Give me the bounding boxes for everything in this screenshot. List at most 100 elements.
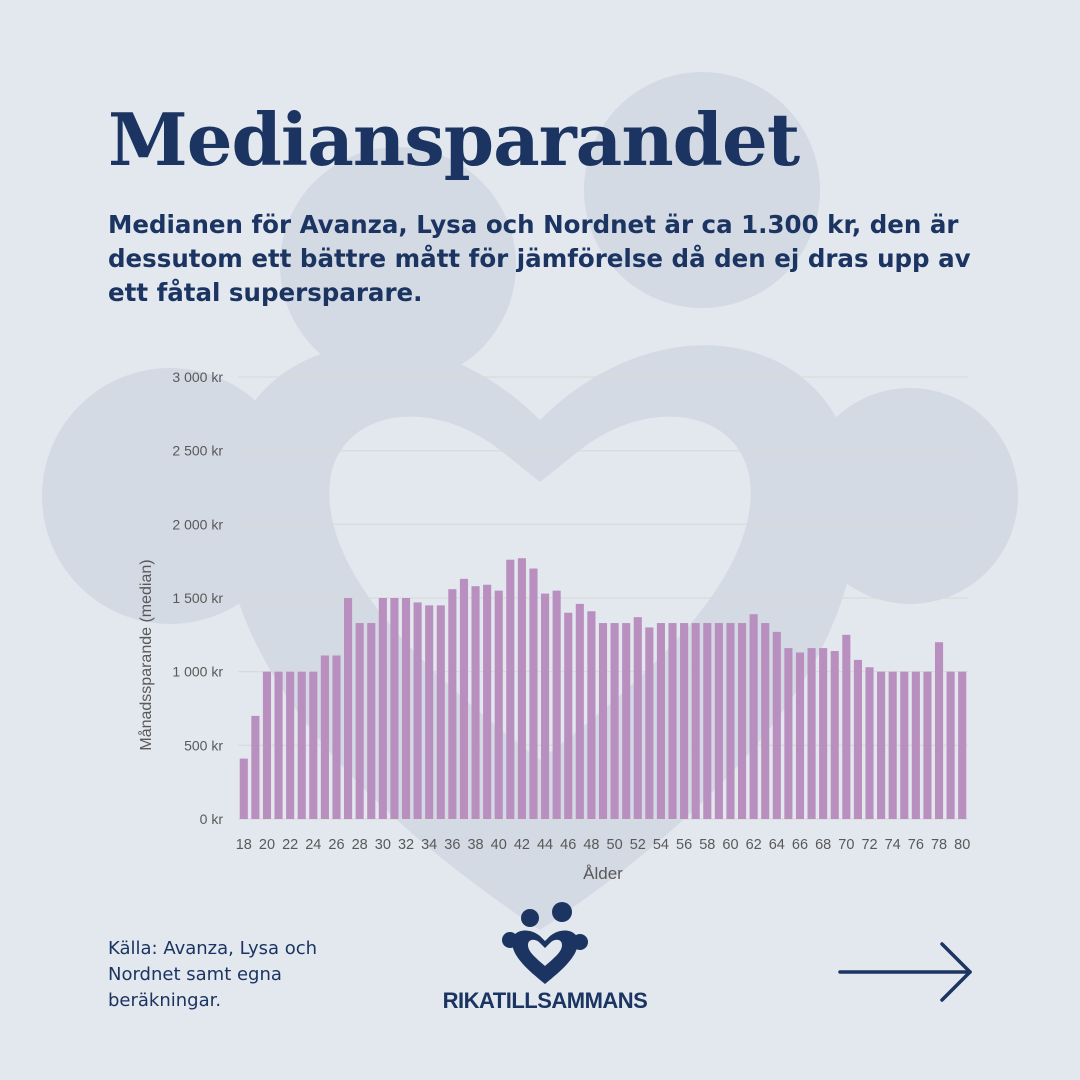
bar-age-55 (668, 623, 677, 819)
x-tick-label: 22 (282, 837, 298, 853)
x-tick-label: 40 (491, 837, 507, 853)
bar-age-31 (390, 598, 399, 819)
bar-age-45 (552, 590, 561, 819)
bar-age-51 (622, 623, 631, 819)
bar-age-78 (934, 642, 944, 819)
source-note: Källa: Avanza, Lysa och Nordnet samt egn… (108, 938, 318, 1011)
bar-age-76 (911, 671, 920, 819)
bar-age-63 (761, 623, 770, 819)
bar-age-49 (598, 623, 608, 819)
bar-age-35 (436, 605, 445, 819)
x-tick-label: 42 (514, 837, 530, 853)
x-tick-label: 18 (236, 837, 252, 853)
bar-age-37 (459, 578, 469, 819)
bar-age-57 (691, 623, 700, 819)
bar-age-56 (680, 623, 689, 819)
bar-age-73 (877, 671, 886, 819)
x-tick-label: 72 (861, 837, 877, 853)
bar-age-26 (332, 655, 341, 819)
bar-age-18 (239, 758, 248, 819)
bar-age-43 (529, 568, 538, 819)
bar-age-62 (749, 614, 758, 819)
y-tick-label: 3 000 kr (172, 369, 223, 385)
bar-age-80 (958, 671, 967, 819)
arrow-right-icon[interactable] (836, 940, 976, 1004)
y-tick-label: 1 000 kr (172, 664, 223, 680)
x-tick-label: 54 (653, 837, 669, 853)
bar-age-41 (506, 559, 515, 819)
bar-age-65 (784, 648, 793, 819)
x-tick-label: 52 (630, 837, 646, 853)
median-savings-bar-chart: 0 kr 500 kr 1 000 kr 1 500 kr 2 000 kr 2 500 … (137, 369, 970, 883)
y-tick-label: 2 500 kr (172, 443, 223, 459)
bar-age-22 (286, 671, 295, 819)
x-tick-label: 80 (954, 837, 970, 853)
bar-age-47 (575, 603, 584, 819)
x-tick-label: 20 (259, 837, 275, 853)
bar-age-53 (645, 627, 654, 819)
y-tick-label: 1 500 kr (172, 590, 223, 606)
x-axis-title: Ålder (583, 864, 623, 883)
x-tick-label: 56 (676, 837, 692, 853)
page-subtitle: Medianen för Avanza, Lysa och Nordnet är… (108, 210, 971, 307)
bar-age-50 (610, 623, 619, 819)
x-tick-label: 26 (328, 837, 344, 853)
x-tick-label: 38 (467, 837, 483, 853)
bar-age-21 (274, 671, 283, 819)
x-tick-label: 44 (537, 837, 553, 853)
bar-age-79 (946, 671, 955, 819)
y-tick-label: 0 kr (200, 811, 224, 827)
bar-age-60 (726, 623, 735, 819)
bar-age-77 (923, 671, 932, 819)
bar-age-46 (564, 612, 573, 819)
bar-age-54 (656, 623, 665, 819)
x-tick-label: 64 (769, 837, 785, 853)
bar-age-48 (587, 611, 596, 819)
bar-age-68 (819, 648, 828, 819)
bar-age-38 (471, 586, 480, 819)
x-tick-label: 24 (305, 837, 321, 853)
bar-age-64 (772, 631, 781, 819)
y-tick-label: 2 000 kr (172, 516, 223, 532)
bar-age-30 (378, 598, 387, 819)
bar-age-58 (703, 623, 712, 819)
x-tick-label: 28 (352, 837, 368, 853)
bar-age-74 (888, 671, 897, 819)
y-tick-label: 500 kr (184, 737, 223, 753)
x-tick-label: 34 (421, 837, 437, 853)
brand-name: RIKATILLSAMMANS (442, 988, 648, 1013)
x-tick-label: 76 (908, 837, 924, 853)
x-tick-label: 50 (607, 837, 623, 853)
x-tick-label: 74 (885, 837, 901, 853)
x-tick-label: 62 (746, 837, 762, 853)
x-tick-label: 68 (815, 837, 831, 853)
bar-age-67 (807, 648, 816, 819)
bar-age-71 (853, 659, 862, 819)
bar-age-69 (830, 651, 839, 819)
page-title: Mediansparandet (108, 97, 800, 182)
bar-age-32 (401, 598, 411, 819)
bar-age-28 (355, 623, 364, 819)
bar-age-25 (320, 655, 329, 819)
two-people-heart-icon (502, 902, 588, 984)
bar-age-52 (633, 617, 642, 819)
x-tick-label: 36 (444, 837, 460, 853)
bar-age-59 (714, 623, 723, 819)
x-tick-label: 48 (583, 837, 599, 853)
x-tick-label: 32 (398, 837, 414, 853)
x-tick-label: 66 (792, 837, 808, 853)
bar-age-29 (367, 623, 376, 819)
bar-age-61 (737, 623, 747, 819)
x-tick-label: 70 (838, 837, 854, 853)
bar-age-39 (483, 584, 492, 819)
y-axis-title: Månadssparande (median) (137, 559, 155, 750)
bar-age-24 (309, 671, 318, 819)
bar-age-34 (425, 605, 434, 819)
bar-age-19 (251, 715, 260, 819)
bar-age-36 (448, 589, 457, 819)
bar-age-70 (842, 634, 851, 819)
brand-logo: RIKATILLSAMMANS (420, 900, 670, 1020)
bar-age-42 (517, 558, 526, 819)
bar-age-23 (297, 671, 306, 819)
x-tick-label: 58 (699, 837, 715, 853)
